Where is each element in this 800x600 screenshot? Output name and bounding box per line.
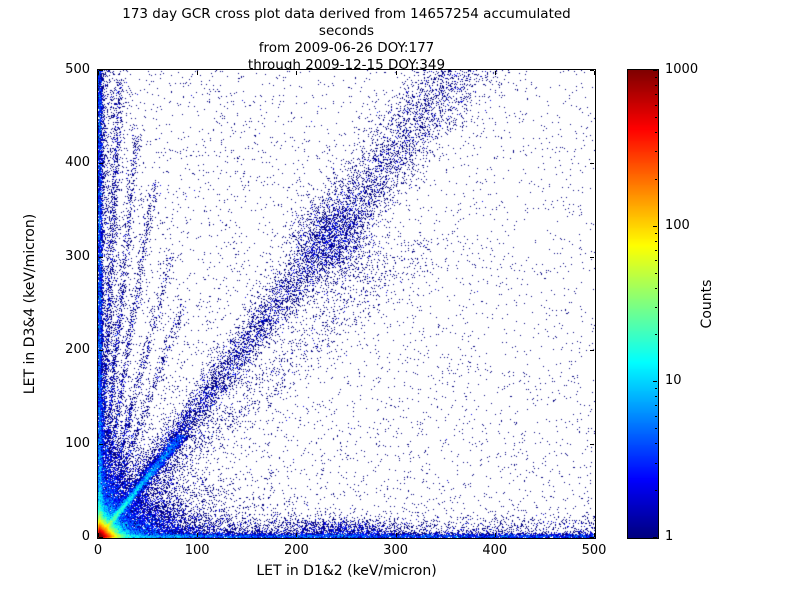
x-axis-label: LET in D1&2 (keV/micron) [256, 563, 437, 579]
colorbar-minor-tick-mark [654, 462, 657, 464]
x-tick-mark-top [494, 71, 496, 75]
x-tick-mark-top [197, 71, 199, 75]
y-tick-label: 500 [65, 62, 90, 77]
colorbar-minor-tick-mark [654, 85, 657, 87]
colorbar-minor-tick-mark [654, 396, 657, 398]
x-tick-mark-top [98, 71, 99, 75]
x-tick-label: 100 [184, 543, 210, 558]
y-axis-label: LET in D3&4 (keV/micron) [22, 213, 38, 395]
x-tick-mark-top [594, 71, 595, 75]
colorbar-minor-tick-mark [654, 334, 657, 336]
x-tick-mark [494, 533, 496, 537]
x-tick-mark-top [296, 71, 298, 75]
colorbar-minor-tick-mark [654, 272, 657, 274]
colorbar-minor-tick-mark [654, 232, 657, 234]
colorbar-tick-label: 100 [665, 217, 690, 233]
x-tick-mark [594, 533, 595, 537]
colorbar-gradient-canvas [628, 70, 658, 538]
y-tick-mark [99, 256, 103, 258]
colorbar-tick-mark [653, 537, 657, 538]
y-tick-mark [99, 70, 103, 71]
colorbar-label: Counts [699, 279, 715, 329]
y-tick-label: 300 [65, 248, 90, 264]
x-tick-label: 0 [93, 543, 103, 558]
colorbar-minor-tick-mark [654, 116, 657, 118]
x-tick-mark-top [395, 71, 397, 75]
colorbar-minor-tick-mark [654, 131, 657, 133]
colorbar-minor-tick-mark [654, 415, 657, 417]
x-tick-label: 400 [482, 543, 508, 558]
y-tick-label: 0 [81, 529, 90, 544]
y-tick-mark [99, 443, 103, 445]
colorbar-tick-mark [653, 381, 657, 383]
y-tick-label: 400 [65, 155, 90, 171]
colorbar-minor-tick-mark [654, 151, 657, 153]
chart-title-block: 173 day GCR cross plot data derived from… [98, 6, 595, 74]
colorbar-tick-label: 10 [665, 373, 682, 389]
colorbar-minor-tick-mark [654, 428, 657, 430]
colorbar-minor-tick-mark [654, 443, 657, 445]
x-tick-label: 200 [283, 543, 309, 558]
y-tick-mark [99, 537, 103, 538]
colorbar-minor-tick-mark [654, 287, 657, 289]
colorbar-minor-tick-mark [654, 249, 657, 251]
x-tick-mark [98, 533, 99, 537]
x-tick-mark [296, 533, 298, 537]
y-tick-mark-right [590, 537, 594, 538]
colorbar-minor-tick-mark [654, 405, 657, 407]
colorbar-minor-tick-mark [654, 260, 657, 262]
y-tick-mark-right [590, 256, 594, 258]
scatter-density-canvas [98, 70, 595, 538]
colorbar-minor-tick-mark [654, 104, 657, 106]
colorbar-minor-tick-mark [654, 178, 657, 180]
colorbar-minor-tick-mark [654, 94, 657, 96]
colorbar-tick-mark [653, 225, 657, 227]
colorbar-minor-tick-mark [654, 240, 657, 242]
colorbar-tick-label: 1000 [665, 62, 699, 77]
y-tick-mark-right [590, 443, 594, 445]
y-tick-mark-right [590, 350, 594, 352]
colorbar-minor-tick-mark [654, 388, 657, 390]
y-tick-mark [99, 350, 103, 352]
x-tick-mark [197, 533, 199, 537]
y-tick-mark [99, 163, 103, 165]
y-tick-mark-right [590, 70, 594, 71]
x-tick-mark [395, 533, 397, 537]
chart-subtitle-from: from 2009-06-26 DOY:177 [258, 40, 435, 56]
x-tick-label: 500 [581, 543, 607, 558]
colorbar-frame [627, 69, 659, 539]
colorbar-minor-tick-mark [654, 490, 657, 492]
plot-area-frame [97, 69, 596, 539]
colorbar-tick-label: 1 [665, 529, 674, 544]
y-tick-mark-right [590, 163, 594, 165]
y-tick-label: 200 [65, 342, 90, 358]
y-tick-label: 100 [65, 435, 90, 451]
colorbar-minor-tick-mark [654, 307, 657, 309]
chart-title: 173 day GCR cross plot data derived from… [122, 6, 571, 39]
x-tick-label: 300 [383, 543, 408, 558]
colorbar-tick-mark [653, 70, 657, 71]
colorbar-minor-tick-mark [654, 77, 657, 79]
